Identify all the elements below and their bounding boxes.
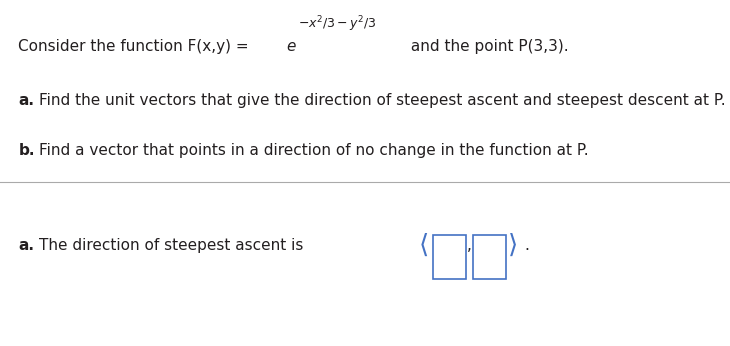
- Text: b.: b.: [18, 143, 35, 158]
- FancyBboxPatch shape: [433, 235, 466, 279]
- Text: a.: a.: [18, 93, 34, 108]
- Text: $\langle$: $\langle$: [418, 232, 428, 258]
- Text: Consider the function F(x,y) =: Consider the function F(x,y) =: [18, 39, 254, 54]
- Text: Find a vector that points in a direction of no change in the function at P.: Find a vector that points in a direction…: [39, 143, 588, 158]
- Text: $\rangle$: $\rangle$: [507, 232, 518, 258]
- FancyBboxPatch shape: [473, 235, 506, 279]
- Text: $-x^2/3-y^2/3$: $-x^2/3-y^2/3$: [298, 14, 377, 34]
- Text: ,: ,: [467, 238, 472, 253]
- Text: .: .: [524, 238, 529, 253]
- Text: The direction of steepest ascent is: The direction of steepest ascent is: [39, 238, 303, 253]
- Text: $e$: $e$: [286, 39, 297, 54]
- Text: and the point P(3,3).: and the point P(3,3).: [406, 39, 569, 54]
- Text: a.: a.: [18, 238, 34, 253]
- Text: Find the unit vectors that give the direction of steepest ascent and steepest de: Find the unit vectors that give the dire…: [39, 93, 726, 108]
